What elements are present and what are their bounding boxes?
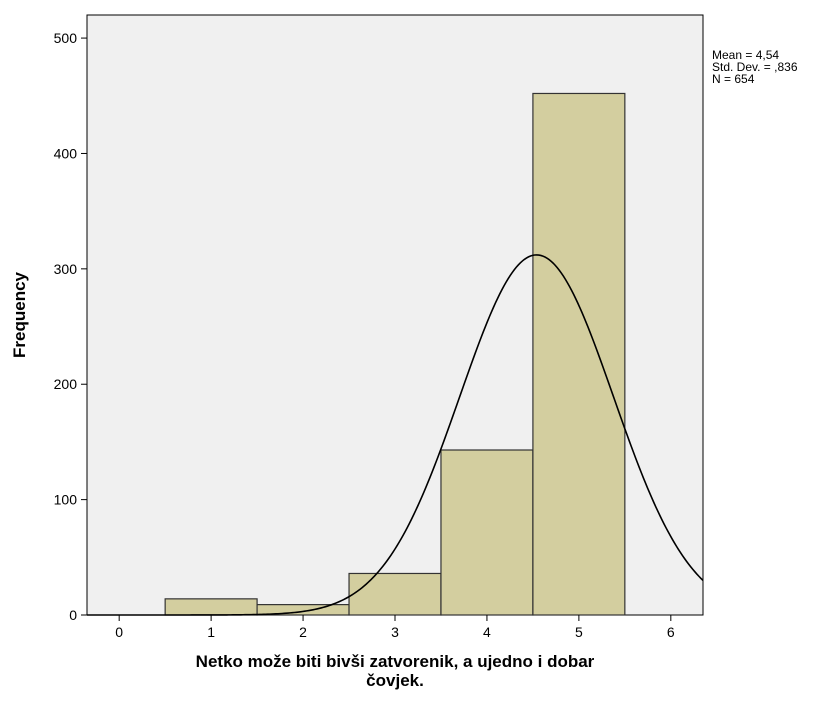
x-tick-label-5: 5 [575,624,583,640]
bars-group [164,92,626,616]
y-axis: 0 100 200 300 400 500 [54,30,87,623]
stats-std-dev: Std. Dev. = ,836 [712,60,798,74]
x-axis: 0 1 2 3 4 5 6 [115,615,675,640]
y-tick-label-0: 0 [69,607,77,623]
y-tick-label-500: 500 [54,30,78,46]
histogram-bar-4 [440,449,534,616]
histogram-bar-1 [164,598,258,616]
normal-curve [87,254,704,616]
x-tick-label-2: 2 [299,624,307,640]
y-tick-label-100: 100 [54,492,78,508]
x-axis-title-line-2: čovjek. [366,671,424,690]
y-tick-label-300: 300 [54,261,78,277]
histogram-bar-3 [348,572,442,616]
x-tick-label-1: 1 [207,624,215,640]
y-tick-label-200: 200 [54,376,78,392]
stats-n: N = 654 [712,72,755,86]
x-tick-label-6: 6 [667,624,675,640]
x-tick-label-4: 4 [483,624,491,640]
x-tick-label-3: 3 [391,624,399,640]
x-tick-label-0: 0 [115,624,123,640]
x-axis-title-line-1: Netko može biti bivši zatvorenik, a ujed… [196,652,595,671]
y-tick-label-400: 400 [54,145,78,161]
histogram-bar-5 [532,92,626,616]
y-axis-title: Frequency [10,271,29,358]
stats-mean: Mean = 4,54 [712,48,779,62]
